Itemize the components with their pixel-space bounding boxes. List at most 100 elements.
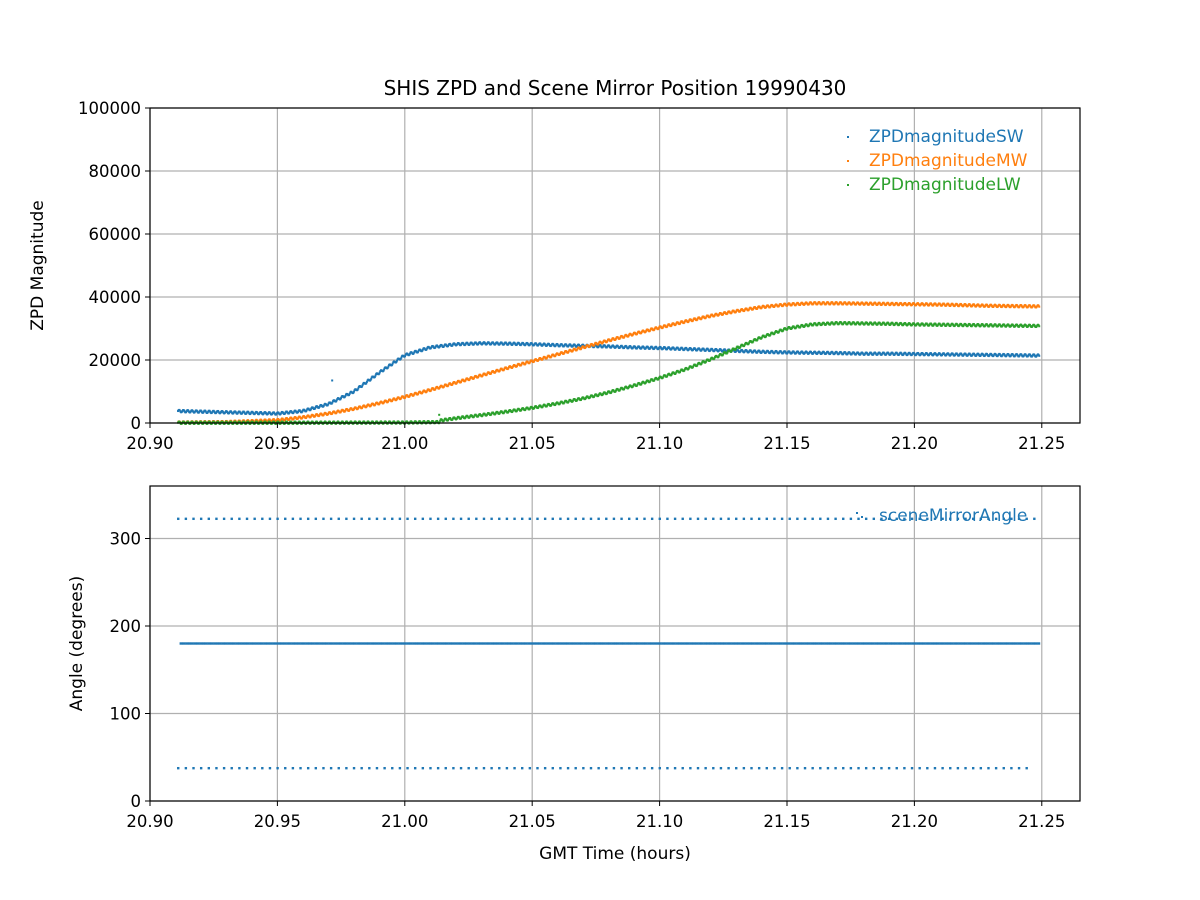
data-point: [179, 642, 183, 645]
data-point: [243, 411, 246, 414]
data-point: [413, 766, 417, 770]
data-point: [722, 353, 725, 356]
data-point: [941, 517, 944, 521]
data-point: [573, 343, 576, 346]
data-point: [583, 642, 587, 645]
data-point: [533, 360, 536, 363]
data-point: [271, 413, 274, 416]
data-point: [297, 642, 301, 645]
data-point: [448, 642, 452, 645]
data-point: [445, 642, 449, 645]
data-point: [444, 766, 447, 770]
data-point: [451, 382, 454, 385]
data-point: [496, 642, 500, 645]
data-point: [391, 517, 394, 521]
data-point: [865, 321, 868, 324]
data-point: [805, 350, 808, 353]
data-point: [183, 421, 186, 424]
legend-item-sceneMirrorAngle: sceneMirrorAngle: [856, 506, 1027, 526]
data-point: [187, 409, 190, 412]
data-point: [582, 517, 585, 521]
data-point: [421, 348, 424, 351]
data-point: [745, 642, 749, 645]
data-point: [932, 304, 935, 307]
data-point: [801, 350, 804, 353]
data-point: [690, 347, 693, 350]
data-point: [687, 320, 690, 323]
data-point: [459, 517, 463, 521]
data-point: [776, 642, 780, 645]
data-point: [467, 766, 470, 770]
data-point: [503, 368, 506, 371]
data-point: [765, 766, 769, 770]
data-point: [1018, 354, 1021, 357]
data-point: [734, 350, 737, 353]
data-point: [887, 766, 891, 770]
data-point: [930, 303, 933, 306]
data-point: [420, 642, 424, 645]
data-point: [803, 351, 806, 354]
legend-item-ZPDmagnitudeLW: ZPDmagnitudeLW: [847, 175, 1021, 195]
data-point: [792, 350, 795, 353]
data-point: [870, 352, 873, 355]
data-point: [909, 352, 912, 355]
data-point: [468, 378, 471, 381]
data-point: [930, 352, 933, 355]
data-point: [356, 388, 359, 391]
data-point: [747, 350, 750, 353]
data-point: [428, 420, 431, 423]
data-point: [439, 419, 442, 422]
data-point: [1006, 642, 1010, 645]
data-point: [454, 642, 458, 645]
data-point: [992, 354, 995, 357]
data-point: [224, 642, 228, 645]
data-point: [636, 332, 639, 335]
data-point: [1005, 324, 1008, 327]
data-point: [357, 387, 360, 390]
data-point: [730, 349, 733, 352]
data-point: [683, 368, 686, 371]
data-point: [447, 419, 450, 422]
data-point: [227, 642, 231, 645]
data-point: [880, 766, 883, 770]
data-point: [438, 346, 441, 349]
data-point: [511, 410, 514, 413]
data-point: [953, 354, 956, 357]
data-point: [918, 517, 921, 521]
data-point: [608, 642, 612, 645]
data-point: [619, 336, 622, 339]
data-point: [582, 766, 585, 770]
data-point: [653, 327, 656, 330]
data-point: [556, 343, 559, 346]
data-point: [953, 324, 956, 327]
data-point: [571, 399, 574, 402]
data-point: [842, 517, 845, 521]
data-point: [291, 642, 295, 645]
data-point: [299, 517, 302, 521]
data-point: [331, 401, 334, 404]
data-point: [819, 766, 822, 770]
data-point: [1025, 766, 1028, 770]
data-point: [576, 348, 579, 351]
data-point: [505, 766, 509, 770]
data-point: [605, 517, 608, 521]
data-point: [958, 324, 961, 327]
data-point: [187, 642, 191, 645]
data-point: [1020, 353, 1023, 356]
series-ZPDmagnitudeMW: [177, 301, 1041, 425]
data-point: [730, 311, 733, 314]
data-point: [380, 420, 383, 423]
data-point: [398, 642, 402, 645]
data-point: [786, 327, 789, 330]
data-point: [756, 338, 759, 341]
data-point: [919, 324, 922, 327]
data-point: [490, 343, 493, 346]
data-point: [196, 642, 200, 645]
data-point: [623, 387, 626, 390]
data-point: [261, 766, 264, 770]
data-point: [416, 393, 419, 396]
data-point: [988, 305, 991, 308]
data-point: [943, 303, 946, 306]
data-point: [784, 350, 787, 353]
data-point: [566, 642, 570, 645]
